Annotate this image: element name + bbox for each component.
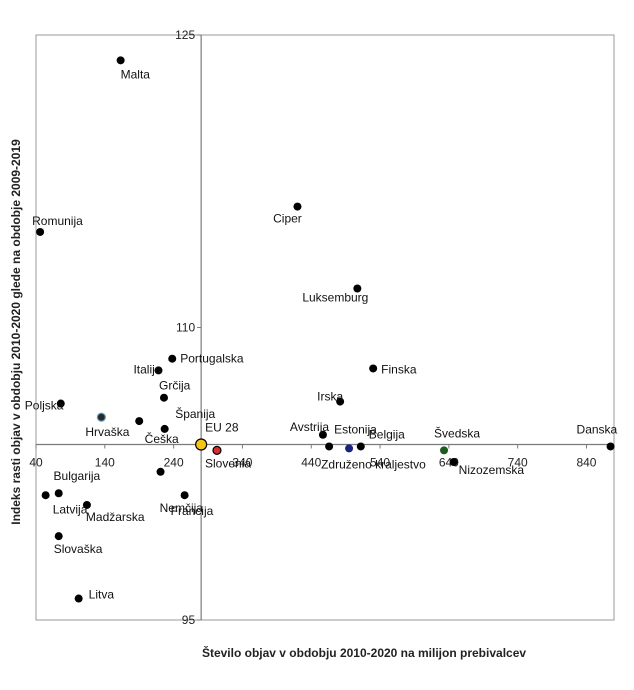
point-label: Bulgarija — [54, 469, 101, 483]
data-point — [54, 532, 63, 541]
point-label: Estonija — [334, 422, 377, 436]
point-label: Nemčija — [160, 501, 204, 515]
point-label: Litva — [89, 588, 115, 602]
data-point — [74, 594, 83, 603]
point-label: Hrvaška — [85, 425, 129, 439]
x-tick-label: 340 — [232, 456, 252, 470]
data-point — [353, 284, 362, 293]
x-tick-label: 240 — [164, 456, 184, 470]
data-point — [154, 366, 163, 375]
point-label: Finska — [381, 362, 417, 376]
data-point — [180, 491, 189, 500]
point-label: Latvija — [53, 502, 88, 516]
y-tick-label: 95 — [182, 613, 196, 627]
data-point — [54, 489, 63, 498]
y-axis-title: Indeks rasti objav v obdobju 2010-2020 g… — [9, 139, 23, 525]
point-label: Danska — [577, 422, 618, 436]
x-tick-label: 540 — [370, 456, 390, 470]
y-tick-label: 125 — [175, 28, 195, 42]
data-point — [356, 442, 365, 451]
point-label: Irska — [317, 390, 343, 404]
data-point — [336, 397, 345, 406]
y-tick-label: 110 — [176, 321, 195, 335]
data-point — [212, 445, 222, 455]
point-label: Romunija — [32, 214, 83, 228]
data-point — [606, 442, 615, 451]
data-point — [160, 424, 169, 433]
x-tick-label: 440 — [301, 456, 321, 470]
data-point — [41, 491, 50, 500]
point-label: Slovaška — [54, 542, 103, 556]
point-label: Nizozemska — [459, 463, 525, 477]
x-tick-label: 140 — [95, 456, 115, 470]
data-point — [293, 202, 302, 211]
point-label: Italija — [133, 362, 161, 376]
point-label: Ciper — [273, 212, 302, 226]
point-label: Portugalska — [180, 352, 244, 366]
point-label: Slovenia — [205, 456, 251, 470]
data-point — [440, 446, 449, 455]
point-label: Avstrija — [290, 420, 329, 434]
point-label: Češka — [145, 431, 179, 446]
point-labels: Malta Romunija Ciper Luksemburg Portugalska I… — [25, 67, 618, 601]
x-tick-label: 40 — [29, 456, 43, 470]
data-point — [325, 442, 334, 451]
plot-area-frame — [35, 34, 615, 621]
x-tick-label: 740 — [508, 456, 528, 470]
x-tick-label: 840 — [576, 456, 596, 470]
data-point — [56, 399, 65, 408]
point-label: Grčija — [159, 379, 191, 393]
point-label: Madžarska — [86, 510, 145, 524]
data-point — [156, 467, 165, 476]
data-point — [195, 438, 208, 451]
point-label: Francija — [171, 504, 214, 518]
data-point — [318, 430, 327, 439]
point-label: Poljska — [25, 399, 64, 413]
data-point — [449, 458, 458, 467]
point-label: Belgija — [369, 427, 405, 441]
point-label: Malta — [121, 67, 151, 81]
data-point — [96, 412, 106, 422]
point-label: EU 28 — [205, 421, 239, 435]
point-label: Španija — [175, 406, 215, 421]
point-label: Luksemburg — [302, 291, 368, 305]
data-point — [168, 354, 177, 363]
data-points — [36, 56, 615, 603]
x-axis-title: Število objav v obdobju 2010-2020 na mil… — [202, 645, 526, 660]
point-label: Švedska — [434, 425, 480, 440]
data-point — [369, 364, 378, 373]
data-point — [82, 500, 91, 509]
data-point — [135, 417, 144, 426]
data-point — [116, 56, 125, 65]
point-label: Združeno kraljestvo — [321, 457, 426, 471]
data-point — [345, 444, 354, 453]
data-point — [159, 393, 168, 402]
data-point — [36, 227, 45, 236]
